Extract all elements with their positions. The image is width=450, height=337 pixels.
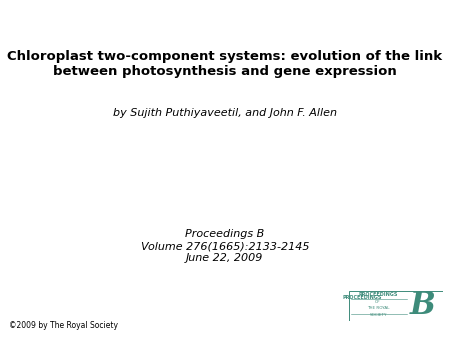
Text: Proceedings B
Volume 276(1665):2133-2145
June 22, 2009: Proceedings B Volume 276(1665):2133-2145… [141,229,309,263]
Text: by Sujith Puthiyaveetil, and John F. Allen: by Sujith Puthiyaveetil, and John F. All… [113,108,337,118]
Text: THE ROYAL: THE ROYAL [367,306,389,310]
Text: Chloroplast two-component systems: evolution of the link
between photosynthesis : Chloroplast two-component systems: evolu… [8,50,442,78]
Text: PROCEEDINGS: PROCEEDINGS [342,295,382,300]
Text: ©2009 by The Royal Society: ©2009 by The Royal Society [9,320,118,330]
Text: SOCIETY: SOCIETY [369,313,387,317]
Text: PROCEEDINGS: PROCEEDINGS [358,292,398,297]
Text: B: B [410,290,435,321]
Text: OF: OF [375,301,381,304]
